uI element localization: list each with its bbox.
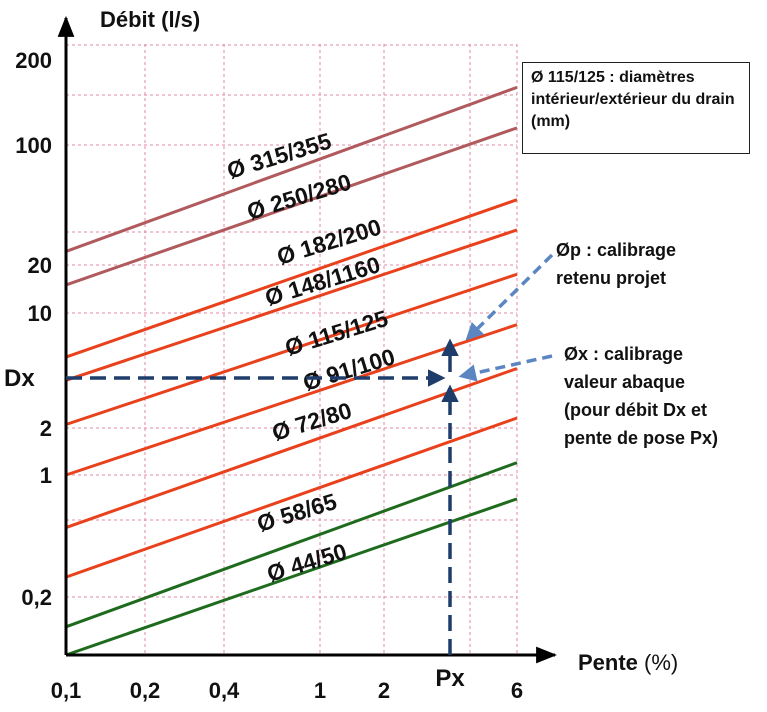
x-tick-label: 2 (378, 678, 390, 703)
y-tick-label: 100 (15, 133, 52, 158)
px-label: Px (435, 665, 465, 692)
series-line-4 (65, 272, 518, 426)
tick-labels: 0,2 1 2 10 20 100 200 0,1 0,2 0,4 1 2 6 Débit (l/s) Pe… (15, 7, 678, 703)
y-tick-label: 20 (28, 253, 52, 278)
series-line-7 (65, 416, 518, 579)
callout-p-arrow (465, 253, 554, 341)
series-line-8 (65, 461, 518, 629)
guide-lines: Dx Px (4, 253, 554, 692)
series-label: Ø 44/50 (264, 538, 350, 587)
y-tick-label: 1 (40, 463, 52, 488)
legend-note-text: Ø 115/125 : diamètres intérieur/extérieu… (531, 69, 735, 130)
x-tick-label: 0,2 (130, 678, 161, 703)
y-tick-label: 200 (15, 48, 52, 73)
series-label: Ø 250/280 (244, 169, 354, 225)
series-line-2 (65, 198, 518, 359)
series-line-9 (65, 497, 518, 657)
x-tick-label: 1 (314, 678, 326, 703)
series-line-0 (65, 85, 518, 253)
dx-label: Dx (4, 365, 35, 392)
x-axis-title: Pente (%) (578, 650, 678, 675)
y-tick-label: 10 (28, 301, 52, 326)
x-tick-label: 0,1 (51, 678, 82, 703)
x-tick-label: 6 (511, 678, 523, 703)
callout-abacus-diameter: Øx : calibrage valeur abaque (pour débit… (564, 344, 719, 448)
y-tick-label: 2 (40, 416, 52, 441)
callout-selected-diameter: Øp : calibrage retenu projet (556, 240, 677, 288)
y-tick-label: 0,2 (21, 585, 52, 610)
legend-note-box: Ø 115/125 : diamètres intérieur/extérieu… (522, 62, 750, 154)
x-tick-label: 0,4 (209, 678, 240, 703)
axes (57, 15, 558, 664)
series-line-1 (65, 126, 518, 287)
series-line-3 (65, 228, 518, 382)
y-axis-title: Débit (l/s) (100, 7, 200, 32)
series-lines (65, 85, 518, 657)
